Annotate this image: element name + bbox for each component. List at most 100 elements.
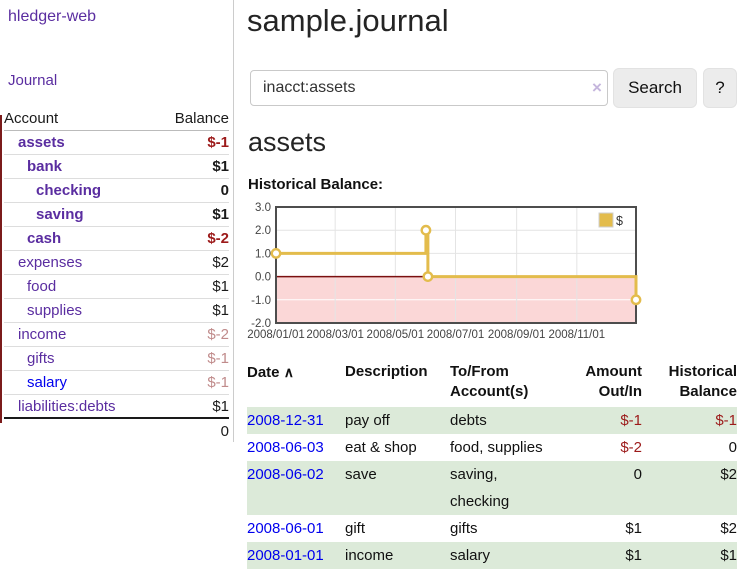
sidebar-account-row: gifts $-1 — [4, 347, 229, 371]
register-cell-amount: $-1 — [620, 412, 642, 429]
svg-text:2008/07/01: 2008/07/01 — [427, 329, 485, 341]
register-header-amount: Amount Out/In — [585, 363, 642, 400]
account-balance: $2 — [212, 254, 229, 271]
account-balance: $-1 — [207, 134, 229, 151]
account-link[interactable]: food — [27, 278, 57, 295]
account-link[interactable]: income — [18, 326, 67, 343]
register-cell-date: 2008-12-31 — [247, 407, 345, 434]
svg-text:2008/01/01: 2008/01/01 — [247, 329, 305, 341]
svg-text:3.0: 3.0 — [255, 202, 271, 214]
svg-text:-2.0: -2.0 — [251, 318, 271, 330]
svg-text:1.0: 1.0 — [255, 248, 271, 260]
account-link[interactable]: liabilities:debts — [18, 398, 116, 415]
search-input[interactable] — [250, 70, 608, 106]
transaction-date-link[interactable]: 2008-01-01 — [247, 547, 324, 564]
account-link[interactable]: bank — [27, 158, 63, 175]
register-cell-amount: $1 — [625, 520, 642, 537]
accounts-total-value: 0 — [220, 423, 229, 440]
register-cell-balance: $2 — [720, 466, 737, 483]
account-balance: $1 — [212, 398, 229, 415]
account-balance: $1 — [212, 302, 229, 319]
register-cell-description: eat & shop — [345, 439, 417, 456]
register-header-description: Description — [345, 363, 428, 380]
sort-ascending-icon: ∧ — [283, 364, 294, 380]
register-header-date[interactable]: Date ∧ — [247, 364, 294, 381]
account-link[interactable]: saving — [36, 206, 84, 223]
sidebar-account-row: liabilities:debts $1 — [4, 395, 229, 419]
account-link[interactable]: cash — [27, 230, 62, 247]
account-balance: $-1 — [207, 350, 229, 367]
register-cell-balance: $2 — [720, 520, 737, 537]
account-link[interactable]: checking — [36, 182, 102, 199]
register-cell-balance: $-1 — [715, 412, 737, 429]
register-header-row: Date ∧ Description To/From Account(s) Am… — [247, 362, 737, 407]
account-balance: $-1 — [207, 374, 229, 391]
chart-title: Historical Balance: — [248, 176, 384, 193]
svg-text:2.0: 2.0 — [255, 225, 271, 237]
svg-text:2008/05/01: 2008/05/01 — [367, 329, 425, 341]
register-cell-amount: 0 — [633, 466, 642, 483]
register-cell-description: pay off — [345, 412, 390, 429]
accounts-table-header: Account Balance — [4, 106, 229, 131]
account-balance: 0 — [220, 182, 229, 199]
sidebar-account-row: salary $-1 — [4, 371, 229, 395]
account-link[interactable]: gifts — [27, 350, 55, 367]
register-cell-balance: 0 — [728, 439, 737, 456]
svg-text:-1.0: -1.0 — [251, 295, 271, 307]
account-link[interactable]: supplies — [27, 302, 83, 319]
transaction-date-link[interactable]: 2008-06-03 — [247, 439, 324, 456]
historical-balance-chart: $3.0 2.0 1.0 0.0 -1.0 -2.0 2008/01/01 2008/03/0… — [246, 200, 646, 346]
account-balance: $1 — [212, 158, 229, 175]
svg-text:2008/09/01: 2008/09/01 — [488, 329, 546, 341]
register-row: 2008-06-01 gift gifts $1 $2 — [247, 515, 737, 542]
register-table: Date ∧ Description To/From Account(s) Am… — [247, 362, 737, 569]
sidebar-account-row: bank $1 — [4, 155, 229, 179]
sidebar-account-row: income $-2 — [4, 323, 229, 347]
register-cell-balance: $1 — [720, 547, 737, 564]
account-link[interactable]: assets — [18, 134, 65, 151]
register-cell-description: gift — [345, 520, 366, 537]
account-balance: $1 — [212, 206, 229, 223]
help-button[interactable]: ? — [703, 68, 737, 108]
register-row: 2008-12-31 pay off debts $-1 $-1 — [247, 407, 737, 434]
register-cell-accounts: gifts — [450, 520, 478, 537]
register-row: 2008-06-03 eat & shop food, supplies $-2 0 — [247, 434, 737, 461]
sidebar-account-row: checking 0 — [4, 179, 229, 203]
transaction-date-link[interactable]: 2008-12-31 — [247, 412, 324, 429]
sidebar-item-journal[interactable]: Journal — [8, 72, 58, 89]
search-button[interactable]: Search — [613, 68, 697, 108]
sidebar-accounts-table: Account Balance assets $-1 bank $1 checking 0… — [4, 106, 229, 444]
register-header-balance: Historical Balance — [668, 363, 737, 400]
transaction-date-link[interactable]: 2008-06-01 — [247, 520, 324, 537]
account-heading: assets — [248, 127, 327, 157]
register-cell-date: 2008-06-02 — [247, 461, 345, 488]
legend-swatch — [598, 212, 614, 228]
register-row: 2008-01-01 income salary $1 $1 — [247, 542, 737, 569]
register-row: 2008-06-02 save saving, checking 0 $2 — [247, 461, 737, 515]
app-brand-link[interactable]: hledger-web — [8, 8, 97, 25]
account-balance: $-2 — [207, 326, 229, 343]
sidebar-account-row: assets $-1 — [4, 131, 229, 155]
clear-search-icon[interactable]: × — [592, 78, 602, 97]
accounts-total-row: 0 — [4, 419, 229, 444]
legend-label: $ — [616, 214, 623, 228]
register-cell-amount: $-2 — [620, 439, 642, 456]
register-cell-accounts: salary — [450, 547, 491, 564]
accounts-header-balance: Balance — [174, 110, 229, 127]
svg-text:2008/11/01: 2008/11/01 — [548, 329, 605, 341]
accounts-header-account: Account — [4, 110, 59, 127]
account-link[interactable]: salary — [27, 374, 68, 391]
sidebar-account-row: food $1 — [4, 275, 229, 299]
svg-text:0.0: 0.0 — [255, 272, 271, 284]
transaction-date-link[interactable]: 2008-06-02 — [247, 466, 324, 483]
sidebar-account-row: saving $1 — [4, 203, 229, 227]
sidebar-account-row: supplies $1 — [4, 299, 229, 323]
account-link[interactable]: expenses — [18, 254, 83, 271]
register-cell-accounts: food, supplies — [450, 439, 543, 456]
register-cell-date: 2008-06-03 — [247, 434, 345, 461]
sidebar-accent-line — [0, 115, 2, 423]
account-balance: $-2 — [207, 230, 229, 247]
register-cell-date: 2008-01-01 — [247, 542, 345, 569]
